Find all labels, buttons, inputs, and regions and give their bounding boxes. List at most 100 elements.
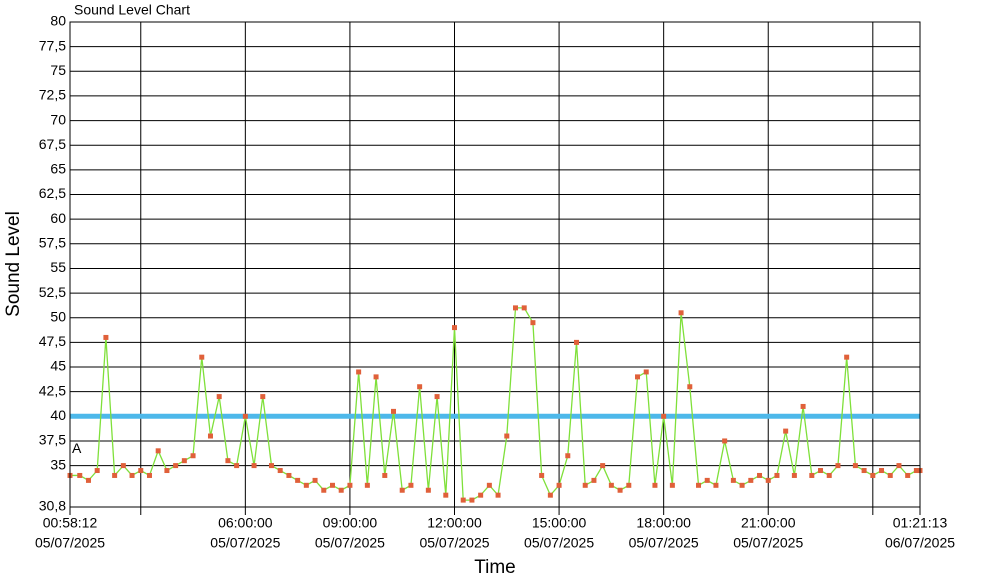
data-point	[356, 369, 362, 375]
data-point	[574, 339, 580, 345]
data-point	[425, 487, 431, 493]
data-point	[478, 492, 484, 498]
y-tick-label: 35	[50, 456, 66, 472]
x-tick-label: 21:00:00	[741, 515, 796, 531]
data-point	[608, 482, 614, 488]
data-point	[94, 468, 100, 474]
data-point	[242, 413, 248, 419]
y-tick-label: 45	[50, 358, 66, 374]
data-point	[338, 487, 344, 493]
x-tick-label: 12:00:00	[427, 515, 482, 531]
data-point	[774, 472, 780, 478]
data-point	[120, 463, 126, 469]
data-point	[260, 394, 266, 400]
y-tick-label: 40	[50, 407, 66, 423]
y-tick-label: 47,5	[39, 333, 66, 349]
x-tick-label: 05/07/2025	[733, 535, 803, 551]
data-point	[434, 394, 440, 400]
y-tick-label: 50	[50, 308, 66, 324]
data-point	[696, 482, 702, 488]
data-point	[460, 497, 466, 503]
data-point	[556, 482, 562, 488]
data-point	[277, 468, 283, 474]
data-point	[844, 354, 850, 360]
data-point	[146, 472, 152, 478]
data-point	[818, 468, 824, 474]
data-point	[643, 369, 649, 375]
x-tick-label: 05/07/2025	[210, 535, 280, 551]
plot-frame	[69, 21, 921, 508]
y-tick-label: 65	[50, 161, 66, 177]
data-point	[329, 482, 335, 488]
data-point	[765, 477, 771, 483]
data-point	[452, 325, 458, 331]
y-tick-label: 70	[50, 111, 66, 127]
y-tick-label: 55	[50, 259, 66, 275]
data-point	[199, 354, 205, 360]
y-tick-label: 42,5	[39, 382, 66, 398]
data-point	[399, 487, 405, 493]
x-tick-label: 06/07/2025	[885, 535, 955, 551]
data-point	[669, 482, 675, 488]
data-point	[730, 477, 736, 483]
data-point	[861, 468, 867, 474]
data-point	[722, 438, 728, 444]
data-point	[190, 453, 196, 459]
data-point	[286, 472, 292, 478]
data-point	[809, 472, 815, 478]
data-point	[443, 492, 449, 498]
y-tick-label: 37,5	[39, 432, 66, 448]
data-point	[678, 310, 684, 316]
data-point	[521, 305, 527, 311]
data-point	[687, 384, 693, 390]
data-point	[879, 468, 885, 474]
data-point	[495, 492, 501, 498]
y-tick-label: 60	[50, 210, 66, 226]
data-point	[373, 374, 379, 380]
data-point	[164, 468, 170, 474]
data-point	[783, 428, 789, 434]
data-point	[103, 334, 109, 340]
data-point	[173, 463, 179, 469]
data-point	[582, 482, 588, 488]
x-tick-label: 05/07/2025	[419, 535, 489, 551]
y-tick-label: 57,5	[39, 235, 66, 251]
y-tick-label: 72,5	[39, 87, 66, 103]
y-axis-label: Sound Level	[3, 211, 24, 317]
data-point	[547, 492, 553, 498]
data-point	[757, 472, 763, 478]
data-point	[905, 472, 911, 478]
data-point	[600, 463, 606, 469]
data-point	[835, 463, 841, 469]
data-point	[251, 463, 257, 469]
y-tick-label: 62,5	[39, 185, 66, 201]
data-point	[112, 472, 118, 478]
data-point	[486, 482, 492, 488]
y-tick-label: 77,5	[39, 37, 66, 53]
data-point	[382, 472, 388, 478]
series-line	[70, 307, 920, 501]
data-point	[513, 305, 519, 311]
annotation: A	[72, 440, 82, 456]
data-point	[155, 448, 161, 454]
y-tick-label: 80	[50, 13, 66, 29]
data-point	[129, 472, 135, 478]
data-point	[800, 403, 806, 409]
data-point	[591, 477, 597, 483]
data-point	[347, 482, 353, 488]
data-point	[77, 472, 83, 478]
data-point	[181, 458, 187, 464]
data-point	[504, 433, 510, 439]
data-point	[312, 477, 318, 483]
x-tick-label: 01:21:13	[893, 515, 948, 531]
data-point	[617, 487, 623, 493]
data-point	[626, 482, 632, 488]
data-point	[268, 463, 274, 469]
x-tick-label: 18:00:00	[636, 515, 691, 531]
x-tick-label: 05/07/2025	[524, 535, 594, 551]
data-point	[234, 463, 240, 469]
data-point	[321, 487, 327, 493]
data-point	[390, 408, 396, 414]
